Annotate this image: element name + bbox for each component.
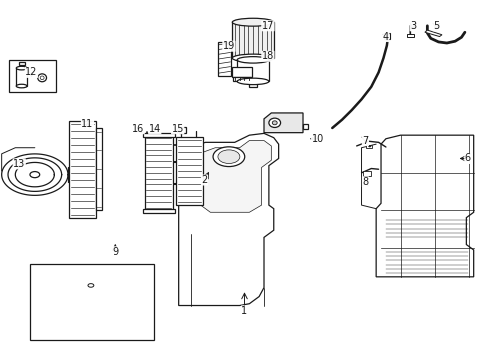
Ellipse shape (232, 54, 273, 62)
Bar (138, 271, 143, 277)
Text: 9: 9 (112, 247, 118, 257)
Bar (232, 22, 273, 58)
Polygon shape (424, 30, 441, 37)
Text: 6: 6 (464, 153, 470, 163)
Polygon shape (195, 140, 271, 212)
Text: 16: 16 (132, 124, 144, 134)
Ellipse shape (237, 78, 268, 85)
Bar (248, 80, 256, 87)
Ellipse shape (88, 284, 94, 287)
Bar (178, 127, 185, 134)
Bar (44, 319, 51, 323)
Text: 5: 5 (432, 21, 438, 31)
Text: 12: 12 (25, 67, 38, 77)
Ellipse shape (40, 76, 44, 80)
Bar (69, 121, 96, 218)
Bar (142, 133, 174, 137)
Bar (366, 145, 371, 148)
Bar (96, 128, 102, 211)
Bar (16, 68, 27, 86)
Text: 11: 11 (81, 120, 93, 129)
Bar (145, 143, 148, 145)
Text: 3: 3 (409, 21, 415, 31)
Ellipse shape (213, 147, 244, 167)
Text: 18: 18 (261, 51, 273, 61)
Bar (383, 33, 389, 40)
Text: 8: 8 (362, 177, 368, 187)
Text: 13: 13 (13, 159, 25, 169)
Text: 10: 10 (311, 134, 323, 144)
Ellipse shape (16, 66, 27, 70)
Ellipse shape (268, 118, 280, 127)
Text: 1: 1 (241, 306, 247, 316)
Ellipse shape (38, 74, 46, 82)
Ellipse shape (232, 18, 273, 26)
Bar (232, 67, 251, 77)
Bar (237, 60, 268, 81)
Polygon shape (264, 113, 303, 133)
Ellipse shape (368, 145, 370, 147)
Bar (142, 209, 174, 213)
Bar (32, 265, 38, 271)
Ellipse shape (237, 57, 268, 63)
Ellipse shape (272, 121, 277, 125)
Ellipse shape (218, 150, 240, 163)
Text: 17: 17 (261, 21, 274, 31)
Ellipse shape (30, 172, 40, 178)
Bar (362, 171, 370, 176)
Bar (144, 135, 172, 211)
Text: 14: 14 (148, 124, 161, 134)
Text: 15: 15 (171, 124, 183, 134)
Ellipse shape (16, 84, 27, 88)
Bar (30, 264, 154, 339)
Bar (217, 42, 231, 76)
Bar (19, 62, 25, 65)
Bar (9, 60, 56, 92)
Bar (176, 137, 203, 205)
Polygon shape (178, 134, 278, 306)
Text: 19: 19 (223, 41, 235, 51)
Bar (303, 124, 307, 129)
Bar (233, 77, 250, 81)
Bar (407, 34, 413, 37)
Text: 2: 2 (201, 175, 207, 185)
Polygon shape (375, 135, 473, 277)
Text: 4: 4 (382, 32, 388, 41)
Bar (142, 316, 148, 320)
Text: 7: 7 (362, 136, 368, 145)
